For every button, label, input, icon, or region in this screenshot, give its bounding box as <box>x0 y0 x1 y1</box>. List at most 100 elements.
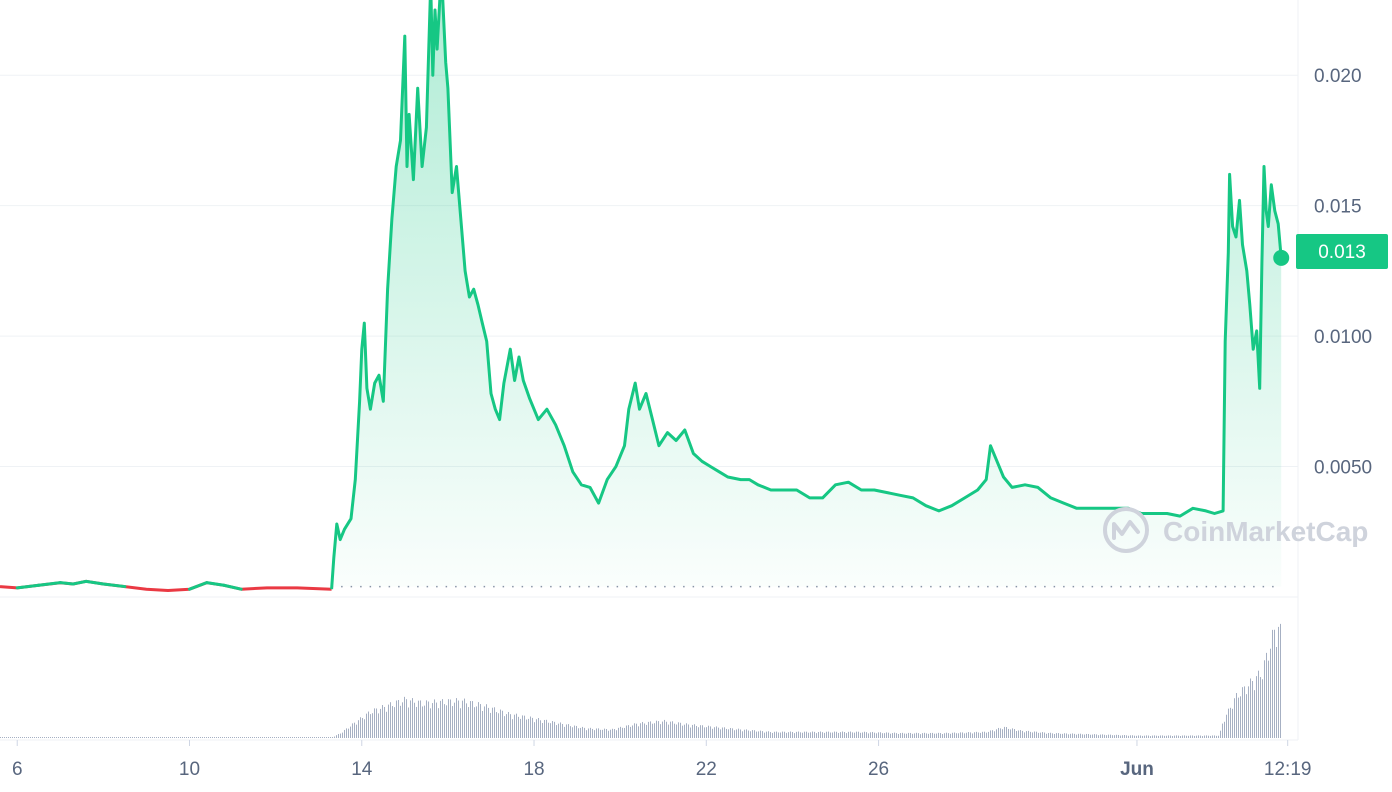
volume-bar <box>1118 734 1119 738</box>
volume-bar <box>474 707 475 738</box>
volume-bar <box>670 721 671 738</box>
price-line-above-baseline <box>15 583 41 590</box>
volume-bar <box>1154 735 1155 738</box>
volume-bar <box>616 730 617 738</box>
volume-bar <box>818 731 819 738</box>
volume-bar <box>1218 735 1219 738</box>
x-axis: 6 10 14 18 22 26 Jun 12:19 <box>12 740 1311 780</box>
volume-bar <box>98 737 99 738</box>
volume-bar <box>196 737 197 738</box>
volume-bar <box>334 736 335 738</box>
price-line-above-baseline <box>84 579 105 586</box>
volume-bar <box>728 729 729 738</box>
volume-bar <box>210 737 211 738</box>
volume-bar <box>902 732 903 738</box>
volume-bar <box>950 733 951 738</box>
volume-bar <box>458 700 459 738</box>
volume-bar <box>160 737 161 738</box>
volume-bar <box>724 727 725 738</box>
volume-bar <box>606 728 607 738</box>
volume-bar <box>1038 732 1039 738</box>
volume-bar <box>346 728 347 738</box>
volume-bar <box>340 733 341 738</box>
volume-bar <box>248 737 249 738</box>
volume-bar <box>740 729 741 738</box>
volume-bar <box>214 737 215 738</box>
volume-bar <box>1012 728 1013 738</box>
volume-bar <box>880 732 881 738</box>
volume-bar <box>258 737 259 738</box>
volume-bar <box>914 733 915 738</box>
volume-bar <box>618 727 619 738</box>
volume-bar <box>594 730 595 738</box>
volume-bar <box>520 718 521 738</box>
volume-bar <box>162 737 163 738</box>
volume-bar <box>254 737 255 738</box>
volume-bar <box>588 728 589 738</box>
price-line-above-baseline <box>205 581 226 587</box>
volume-bar <box>1226 714 1227 738</box>
volume-bar <box>52 737 53 738</box>
volume-bar <box>1094 734 1095 738</box>
volume-bar <box>148 737 149 738</box>
volume-bar <box>1080 733 1081 738</box>
volume-bar <box>526 719 527 738</box>
volume-bar <box>1114 735 1115 738</box>
volume-bar <box>80 737 81 738</box>
volume-bar <box>686 723 687 738</box>
volume-bar <box>140 737 141 738</box>
volume-bar <box>1268 660 1269 738</box>
volume-bar <box>464 698 465 738</box>
volume-bar <box>442 699 443 738</box>
volume-bar <box>570 726 571 738</box>
volume-bar <box>186 737 187 738</box>
volume-bar <box>224 737 225 738</box>
volume-bar <box>1040 732 1041 738</box>
volume-bar <box>630 726 631 738</box>
volume-bar <box>522 715 523 738</box>
volume-bar <box>1266 652 1267 738</box>
volume-bar <box>432 703 433 738</box>
volume-bar <box>82 737 83 738</box>
volume-bar <box>436 702 437 738</box>
volume-bar <box>1124 735 1125 738</box>
x-tick-label: Jun <box>1120 759 1154 780</box>
volume-bar <box>24 737 25 738</box>
volume-bar <box>422 706 423 738</box>
volume-bar <box>406 699 407 738</box>
volume-bar <box>502 710 503 738</box>
volume-bar <box>834 731 835 738</box>
volume-bar <box>876 733 877 738</box>
volume-bar <box>144 737 145 738</box>
volume-bar <box>1132 735 1133 738</box>
volume-bar <box>182 737 183 738</box>
volume-bar <box>988 731 989 738</box>
volume-bar <box>14 737 15 738</box>
volume-bar <box>192 737 193 738</box>
volume-bar <box>1076 734 1077 738</box>
volume-bar <box>776 731 777 738</box>
volume-bar <box>1136 735 1137 738</box>
volume-bar <box>840 732 841 738</box>
volume-bar <box>1104 734 1105 738</box>
volume-bar <box>952 732 953 738</box>
volume-bar <box>956 733 957 738</box>
volume-bar <box>972 733 973 738</box>
volume-bar <box>1092 734 1093 738</box>
x-tick-label: 18 <box>523 759 544 780</box>
volume-bar <box>1062 733 1063 738</box>
volume-bar <box>86 737 87 738</box>
volume-bar <box>558 723 559 738</box>
volume-bar <box>722 727 723 738</box>
volume-bar <box>778 732 779 738</box>
volume-bar <box>28 737 29 738</box>
volume-bar <box>938 732 939 738</box>
y-tick-label: 0.0050 <box>1314 458 1372 479</box>
volume-bar <box>1052 733 1053 738</box>
volume-bar <box>20 737 21 738</box>
volume-bar <box>342 732 343 738</box>
volume-bar <box>966 732 967 738</box>
volume-bar <box>514 714 515 738</box>
volume-bar <box>598 728 599 738</box>
volume-bar <box>252 737 253 738</box>
